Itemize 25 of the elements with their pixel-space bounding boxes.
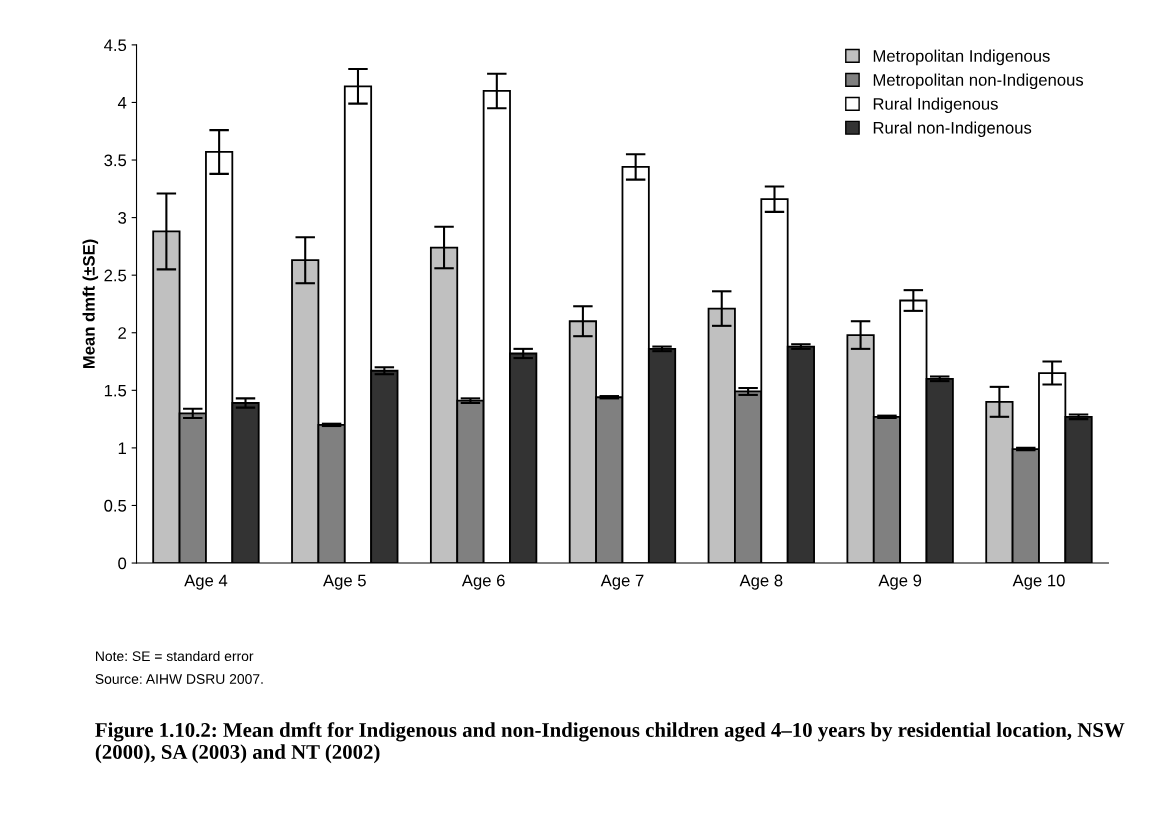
x-tick-label: Age 10 [1012, 574, 1065, 590]
x-tick-label: Age 9 [878, 574, 922, 590]
text: Note: SE = standard error [96, 650, 254, 662]
y-tick-label: 0 [118, 557, 127, 570]
x-tick-label: Age 4 [184, 574, 228, 590]
text: Figure 1.10.2: Mean dmft for Indigenous and non-Indigenous children aged 4–10 years by residential location, NSW (2000), SA (2003) and NT (2002) [95, 722, 1125, 764]
legend-label: Rural non-Indigenous [873, 121, 1032, 138]
source-note: Source: AIHW DSRU 2007. [95, 674, 263, 684]
y-axis-title: Mean dmft (±SE) [82, 239, 99, 369]
y-tick-label: 2 [118, 327, 126, 339]
y-tick-label: 4.5 [104, 39, 127, 52]
x-tick-label: Age 7 [600, 574, 644, 590]
legend-label: Metropolitan non-Indigenous [873, 73, 1084, 90]
y-tick-label: 1.5 [104, 384, 127, 397]
y-tick-label: 2.5 [104, 269, 127, 282]
x-tick-label: Age 6 [461, 574, 505, 590]
x-tick-label: Age 8 [739, 574, 783, 590]
y-tick-label: 1 [118, 442, 126, 454]
y-tick-label: 4 [117, 97, 127, 109]
y-tick-label: 0.5 [104, 499, 127, 512]
legend-label: Rural Indigenous [873, 97, 998, 114]
x-tick-label: Age 5 [323, 574, 366, 590]
y-tick-label: 3 [118, 212, 127, 224]
legend-label: Metropolitan Indigenous [873, 49, 1050, 66]
y-tick-label: 3.5 [104, 154, 127, 167]
